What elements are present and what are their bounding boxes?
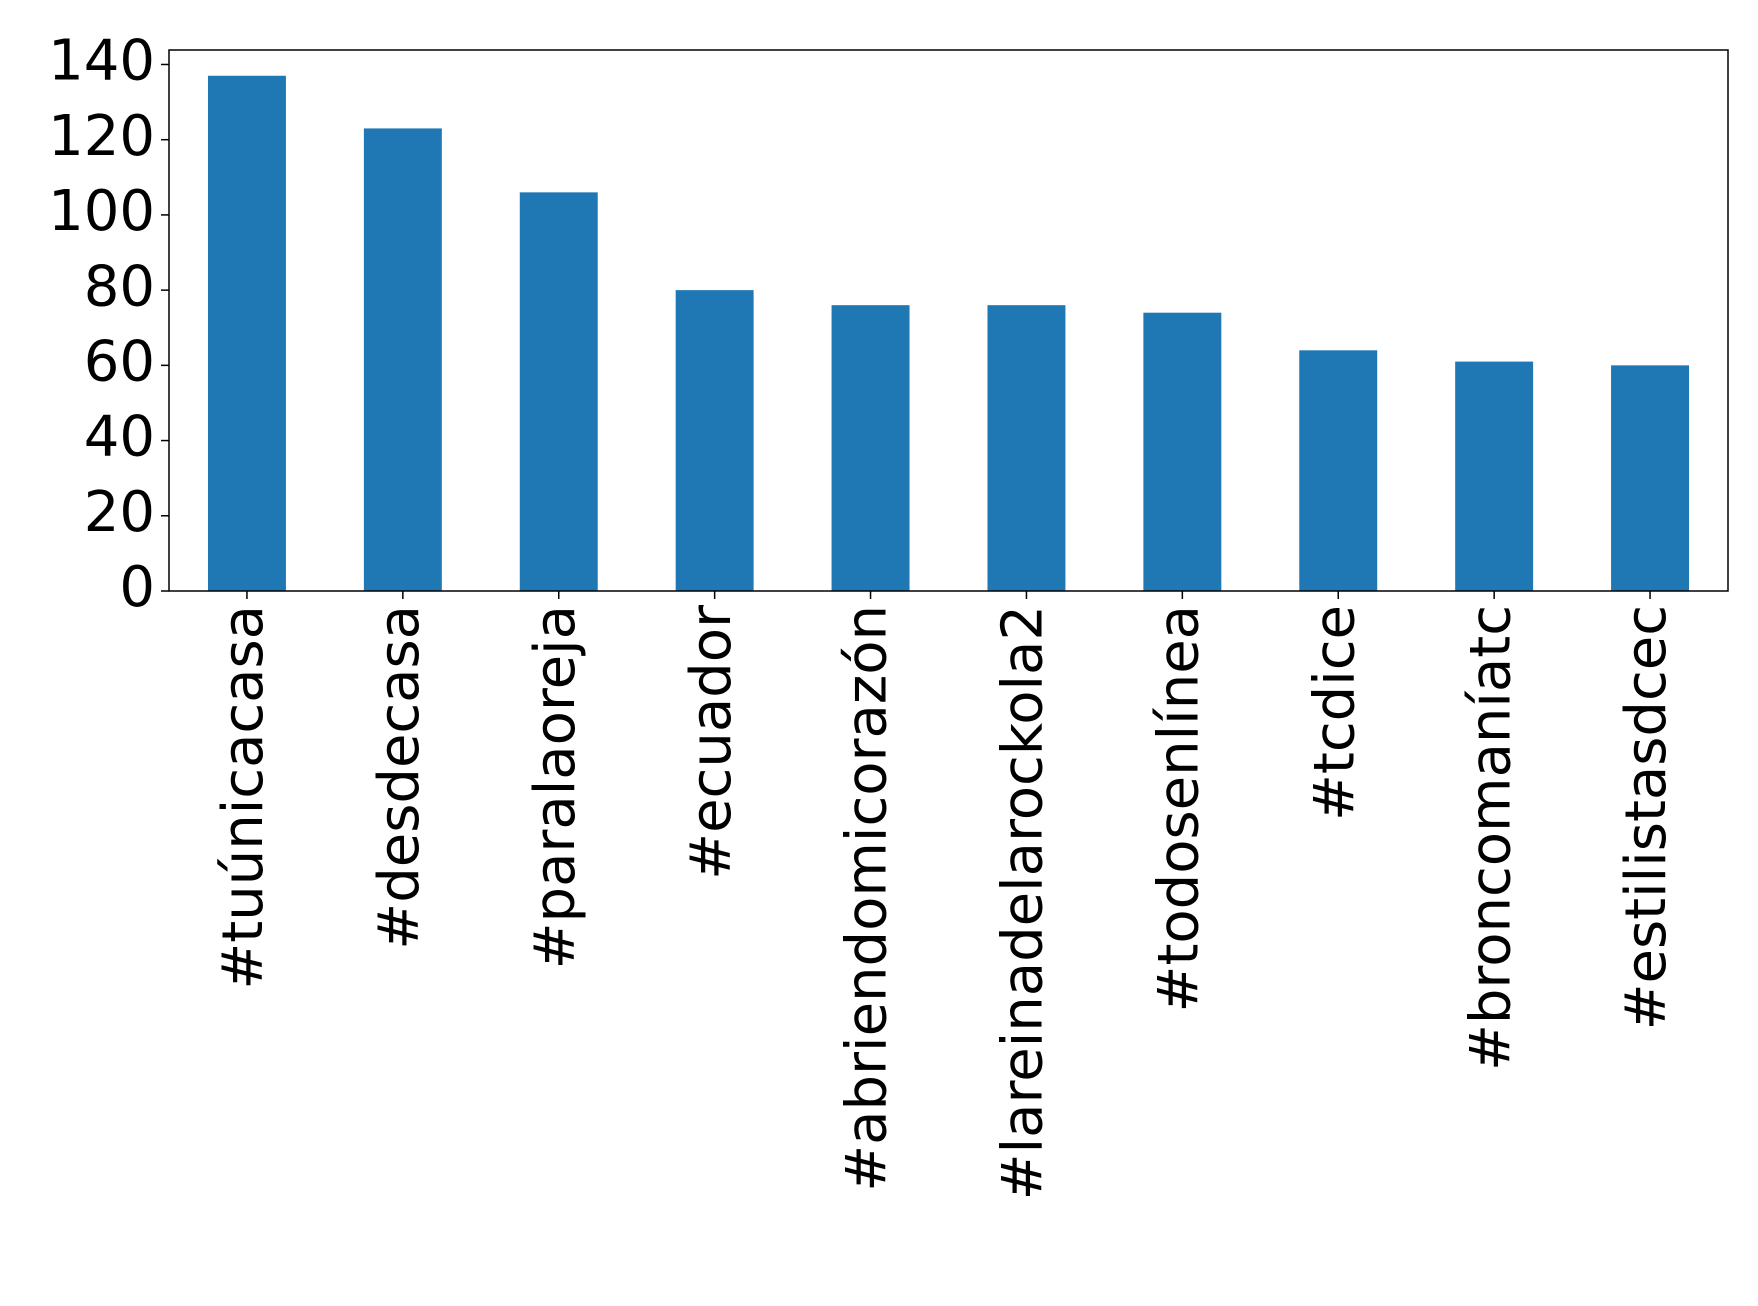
x-tick-label: #estilistasdcec — [1614, 605, 1679, 1030]
bar — [1611, 365, 1690, 591]
bar — [1299, 350, 1378, 591]
y-tick-label: 80 — [84, 254, 155, 319]
x-tick-label: #paralaoreja — [523, 605, 588, 969]
x-tick-label: #tcdice — [1302, 605, 1367, 821]
bar — [519, 192, 598, 591]
y-tick-label: 40 — [84, 405, 155, 470]
bar — [987, 305, 1066, 591]
y-tick-label: 100 — [48, 179, 155, 244]
y-tick-label: 20 — [84, 480, 155, 545]
bar — [363, 128, 442, 591]
bar — [1143, 312, 1222, 591]
x-tick-label: #desdecasa — [367, 605, 432, 950]
x-tick-label: #todosenlínea — [1146, 605, 1211, 1012]
x-tick-label: #ecuador — [679, 604, 744, 880]
plot-frame — [168, 49, 1729, 592]
bar — [1455, 361, 1534, 591]
y-tick-label: 0 — [119, 555, 155, 620]
x-tick-label: #lareinadelarockola2 — [991, 605, 1056, 1200]
y-tick-label: 60 — [84, 329, 155, 394]
y-tick-label: 120 — [48, 104, 155, 169]
x-tick-label: #tuúnicacasa — [211, 605, 276, 990]
y-tick-label: 140 — [48, 29, 155, 94]
x-tick-label: #abriendomicorazón — [835, 605, 900, 1192]
bar — [207, 75, 286, 591]
bar — [831, 305, 910, 591]
x-tick-label: #broncomaníatc — [1458, 605, 1523, 1071]
bar — [675, 290, 754, 591]
